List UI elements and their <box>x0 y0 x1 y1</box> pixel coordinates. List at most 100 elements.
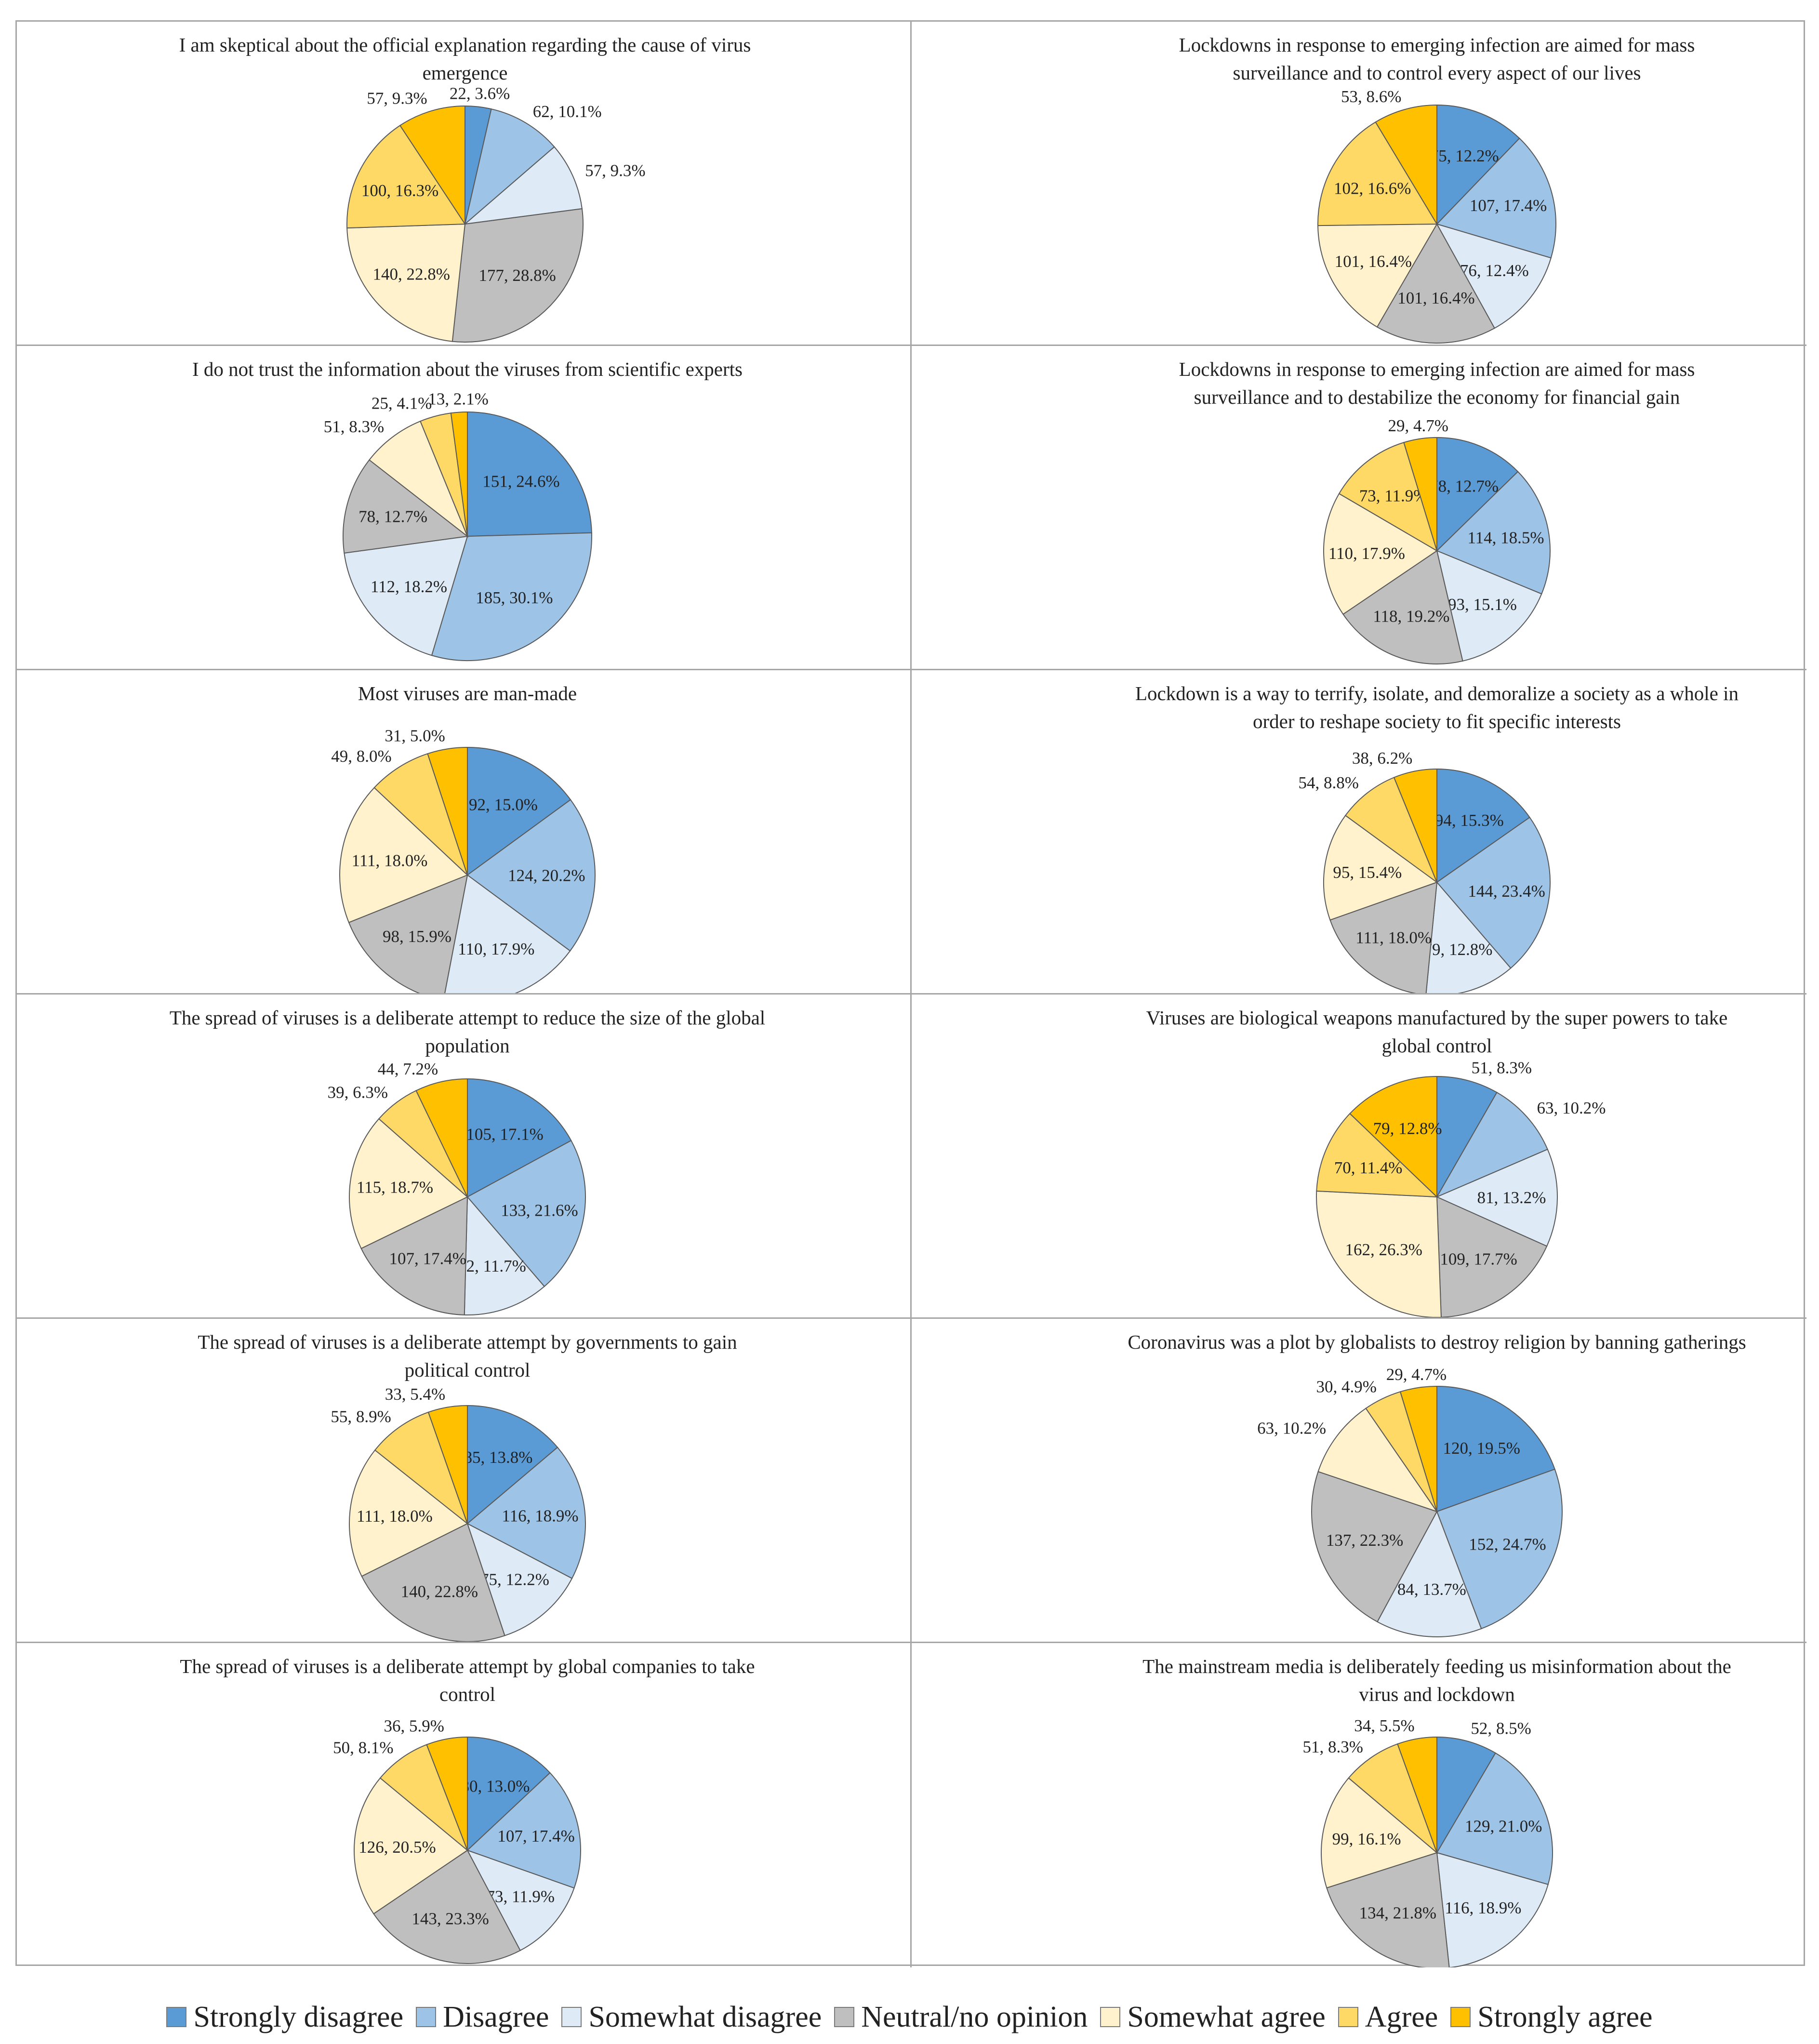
slice-label: 57, 9.3% <box>367 89 427 107</box>
pie-chart: Most viruses are man-made 92, 15.0% 124, 2… <box>331 682 596 993</box>
legend-label: Somewhat disagree <box>588 2000 822 2033</box>
slice-label: 57, 9.3% <box>585 161 645 180</box>
pie-slice <box>1436 471 1551 595</box>
pie-slice <box>427 1405 468 1524</box>
pie-chart: Lockdown is a way to terrify, isolate, a… <box>1135 682 1739 993</box>
legend-label: Strongly disagree <box>193 2000 404 2033</box>
legend-swatch <box>1450 2007 1471 2027</box>
pie-slice <box>427 746 468 876</box>
slice-label: 76, 12.4% <box>1460 261 1529 280</box>
pie-slice <box>1316 1113 1438 1198</box>
chart-cell: Lockdowns in response to emerging infect… <box>912 22 1806 346</box>
pie-slice <box>467 411 592 537</box>
pie-chart: I do not trust the information about the… <box>192 358 743 661</box>
chart-grid: I am skeptical about the official explan… <box>15 20 1806 1967</box>
legend-label: Neutral/no opinion <box>861 2000 1088 2033</box>
pie-slice <box>361 1523 505 1642</box>
slice-label: 143, 23.3% <box>412 1909 489 1928</box>
pie-slice <box>463 146 583 225</box>
pie-slice <box>1342 550 1463 664</box>
pie-slice <box>466 1849 575 1951</box>
pie-slice <box>1317 223 1438 328</box>
legend-item: Strongly agree <box>1450 2000 1653 2034</box>
pie-slice <box>1435 1091 1548 1198</box>
pie-slice <box>451 208 584 343</box>
pie-slice <box>1403 437 1437 551</box>
chart-title: emergence <box>423 62 508 84</box>
chart-title: order to reshape society to fit specific… <box>1253 710 1621 732</box>
pie-slice <box>343 459 469 554</box>
slice-label: 62, 10.1% <box>533 102 602 121</box>
pie-slice <box>1376 223 1496 344</box>
slice-label: 79, 12.8% <box>1424 940 1493 959</box>
slice-label: 93, 15.1% <box>1448 595 1517 614</box>
chart-cell: The spread of viruses is a deliberate at… <box>17 995 912 1319</box>
pie-slice <box>1436 768 1530 883</box>
slice-label: 33, 5.4% <box>385 1385 445 1404</box>
slice-label: 50, 8.1% <box>333 1738 393 1757</box>
chart-title: Lockdowns in response to emerging infect… <box>1179 358 1695 380</box>
slice-label: 100, 16.3% <box>361 181 438 200</box>
slice-label: 84, 13.7% <box>1397 1580 1466 1599</box>
pie-slice <box>1338 441 1438 552</box>
slice-label: 111, 18.0% <box>357 1507 433 1526</box>
slice-label: 102, 16.6% <box>1334 179 1411 198</box>
pie-chart: The mainstream media is deliberately fee… <box>1142 1655 1731 1967</box>
slice-label: 80, 13.0% <box>461 1777 530 1795</box>
pie-slice <box>1375 104 1437 226</box>
pie-slice <box>467 1078 572 1198</box>
legend-label: Strongly agree <box>1477 2000 1653 2033</box>
pie-chart: I am skeptical about the official explan… <box>179 34 751 343</box>
slice-label: 140, 22.8% <box>401 1582 478 1601</box>
pie-slice <box>344 535 468 656</box>
chart-title: Most viruses are man-made <box>358 682 577 704</box>
pie-slice <box>1323 814 1438 921</box>
chart-cell: I am skeptical about the official explan… <box>17 22 912 346</box>
slice-label: 105, 17.1% <box>466 1125 543 1143</box>
slice-label: 99, 16.1% <box>1332 1830 1401 1848</box>
legend-item: Strongly disagree <box>166 2000 403 2034</box>
slice-label: 63, 10.2% <box>1537 1099 1606 1117</box>
slice-label: 75, 12.2% <box>480 1570 549 1589</box>
slice-label: 51, 8.3% <box>324 417 384 436</box>
pie-slice <box>346 124 466 229</box>
chart-cell: Viruses are biological weapons manufactu… <box>912 995 1806 1319</box>
legend-swatch <box>416 2007 437 2027</box>
legend-swatch <box>834 2007 855 2027</box>
legend-item: Neutral/no opinion <box>834 2000 1088 2034</box>
slice-label: 151, 24.6% <box>482 472 559 491</box>
slice-label: 39, 6.3% <box>328 1083 388 1102</box>
slice-label: 129, 21.0% <box>1465 1817 1542 1836</box>
slice-label: 79, 12.8% <box>1373 1119 1442 1138</box>
legend-label: Disagree <box>443 2000 549 2033</box>
legend-swatch <box>561 2007 582 2027</box>
slice-label: 30, 4.9% <box>1316 1378 1376 1396</box>
pie-chart: The spread of viruses is a deliberate at… <box>180 1655 755 1964</box>
legend-item: Agree <box>1338 2000 1438 2034</box>
chart-title: Lockdowns in response to emerging infect… <box>1179 34 1695 56</box>
slice-label: 126, 20.5% <box>358 1838 436 1857</box>
slice-label: 115, 18.7% <box>357 1178 433 1197</box>
chart-title: political control <box>405 1359 531 1381</box>
slice-label: 70, 11.4% <box>1334 1158 1403 1177</box>
pie-slice <box>444 874 571 993</box>
slice-label: 85, 13.8% <box>464 1448 532 1467</box>
slice-label: 112, 18.2% <box>371 577 447 596</box>
slice-label: 144, 23.4% <box>1468 882 1545 901</box>
pie-slice <box>1393 768 1437 883</box>
slice-label: 75, 12.2% <box>1430 146 1499 165</box>
slice-label: 29, 4.7% <box>1386 1365 1447 1384</box>
pie-slice <box>349 1449 468 1577</box>
slice-label: 94, 15.3% <box>1435 811 1504 830</box>
slice-label: 44, 7.2% <box>378 1060 438 1078</box>
pie-slice <box>1436 1852 1549 1967</box>
pie-slice <box>431 532 592 661</box>
pie-slice <box>1317 1407 1438 1513</box>
pie-slice <box>369 420 469 538</box>
pie-slice <box>1436 1075 1498 1199</box>
slice-label: 49, 8.0% <box>331 747 391 766</box>
pie-slice <box>1397 1736 1437 1853</box>
legend-item: Disagree <box>416 2000 549 2034</box>
pie-slice <box>349 1118 468 1249</box>
pie-chart: The spread of viruses is a deliberate at… <box>170 1007 765 1315</box>
